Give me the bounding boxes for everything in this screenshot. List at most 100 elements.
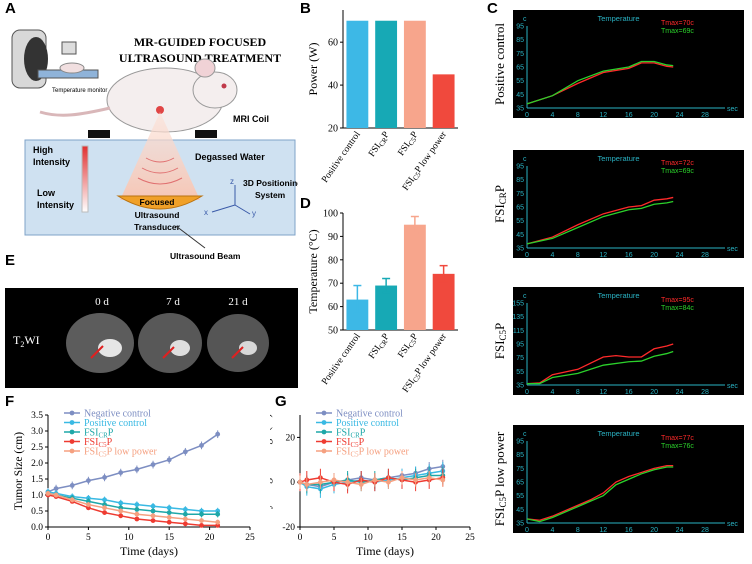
trace-y-tick-label: 85 [516, 37, 524, 44]
mri-scanner-icon [11, 29, 99, 89]
y-tick-label: 40 [328, 81, 338, 92]
series-line [47, 492, 218, 523]
mri-day-0: 0 d [95, 296, 109, 308]
high-intensity-label-2: Intensity [33, 157, 70, 167]
trace-y-tick-label: 35 [516, 246, 524, 253]
data-point [86, 478, 91, 483]
data-point [150, 518, 156, 523]
schematic-title-line1: MR-GUIDED FOCUSED [134, 35, 267, 49]
high-intensity-label-1: High [33, 145, 53, 155]
panel-label-a: A [5, 0, 16, 17]
trace-tmax-green: Tmax=84c [661, 305, 694, 312]
positioning-label-2: System [255, 190, 286, 200]
trace-x-tick-label: 0 [525, 252, 529, 259]
x-tick-label: FSICRP [367, 332, 392, 362]
y-tick-label: 20 [286, 433, 296, 443]
trace-x-tick-label: 24 [676, 112, 684, 119]
trace-row-label: FSICRP [492, 185, 508, 223]
data-point [118, 513, 124, 519]
x-tick-label: Positive control [320, 332, 363, 387]
x-tick-label: 10 [363, 533, 373, 543]
data-point [134, 467, 140, 472]
trace-y-tick-label: 55 [516, 78, 524, 85]
degassed-water-label: Degassed Water [195, 152, 265, 162]
axis-y-label: y [252, 209, 256, 218]
trace-y-tick-label: 85 [516, 177, 524, 184]
trace-x-tick-label: 28 [701, 389, 709, 396]
trace-x-tick-label: 24 [676, 527, 684, 534]
trace-y-tick-label: 155 [512, 301, 524, 308]
y-tick-label: 100 [323, 209, 338, 220]
tumor-size-chart: 0 5 10 15 20 25 0.0 0.5 1.0 1.5 2.0 2.5 3.0 3.5 Time (… [13, 409, 255, 559]
ultrasound-beam [120, 112, 200, 200]
axis-z-label: z [230, 177, 234, 186]
trace-x-tick-label: 16 [625, 527, 633, 534]
trace-y-tick-label: 65 [516, 205, 524, 212]
data-point [134, 507, 140, 512]
panel-label-b: B [300, 0, 311, 17]
data-point [199, 523, 204, 528]
trace-x-tick-label: 12 [599, 252, 607, 259]
data-point [215, 431, 221, 437]
data-point [372, 477, 378, 483]
legend-marker [321, 439, 327, 444]
trace-x-tick-label: 12 [599, 112, 607, 119]
beam-pointer-line [175, 225, 206, 249]
data-point [102, 510, 107, 515]
trace-title: Temperature [597, 154, 639, 163]
data-point [118, 500, 124, 506]
data-point [150, 462, 156, 467]
trace-x-tick-label: 28 [701, 252, 709, 259]
trace-y-tick-label: 95 [516, 342, 524, 349]
panel-label-e: E [5, 252, 16, 269]
legend-marker [321, 410, 327, 416]
trace-y-tick-label: 55 [516, 369, 524, 376]
trace-x-tick-label: 20 [650, 252, 658, 259]
y-axis-label: Body weight change (%) [270, 414, 273, 529]
trace-unit-sec: sec [727, 106, 738, 113]
bar [346, 20, 369, 128]
trace-tmax-red: Tmax=70c [661, 20, 694, 27]
legend-marker [69, 439, 75, 444]
mri-day-7: 7 d [166, 296, 180, 308]
trace-y-tick-label: 35 [516, 383, 524, 390]
data-point [199, 518, 204, 523]
y-axis-label: Power (W) [306, 43, 320, 96]
series-line [47, 491, 218, 512]
y-tick-label: 0.0 [31, 523, 43, 533]
y-tick-label: 90 [328, 232, 338, 243]
trace-green-line [526, 200, 674, 245]
trace-red-line [526, 196, 674, 245]
data-point [199, 443, 204, 448]
legend-label: FSICRP [336, 428, 366, 440]
mri-slice-day0 [66, 313, 134, 373]
y-tick-label: 20 [328, 124, 338, 135]
y-tick-label: 2.0 [31, 459, 43, 469]
trace-y-tick-label: 65 [516, 480, 524, 487]
mri-sequence-label: T2WI [13, 333, 40, 349]
data-point [118, 470, 124, 475]
data-point [150, 503, 156, 509]
x-tick-label: 5 [86, 533, 91, 543]
trace-x-tick-label: 8 [576, 527, 580, 534]
trace-x-tick-label: 8 [576, 389, 580, 396]
schematic-title-line2: ULTRASOUND TREATMENT [119, 51, 281, 65]
x-tick-label: 5 [332, 533, 337, 543]
bar [403, 20, 426, 128]
y-axis-label: Tumor Size (cm) [13, 432, 25, 510]
data-point [69, 497, 75, 503]
mri-coil-left [88, 130, 110, 138]
trace-x-tick-label: 28 [701, 527, 709, 534]
data-point [118, 508, 124, 514]
trace-y-tick-label: 75 [516, 51, 524, 58]
trace-unit-c: c [523, 431, 527, 438]
bar [375, 20, 398, 128]
panel-label-g: G [275, 393, 287, 410]
trace-y-tick-label: 35 [516, 106, 524, 113]
trace-y-tick-label: 95 [516, 439, 524, 446]
x-tick-label: Positive control [320, 130, 363, 185]
trace-x-tick-label: 24 [676, 389, 684, 396]
panel-label-c: C [487, 0, 498, 17]
